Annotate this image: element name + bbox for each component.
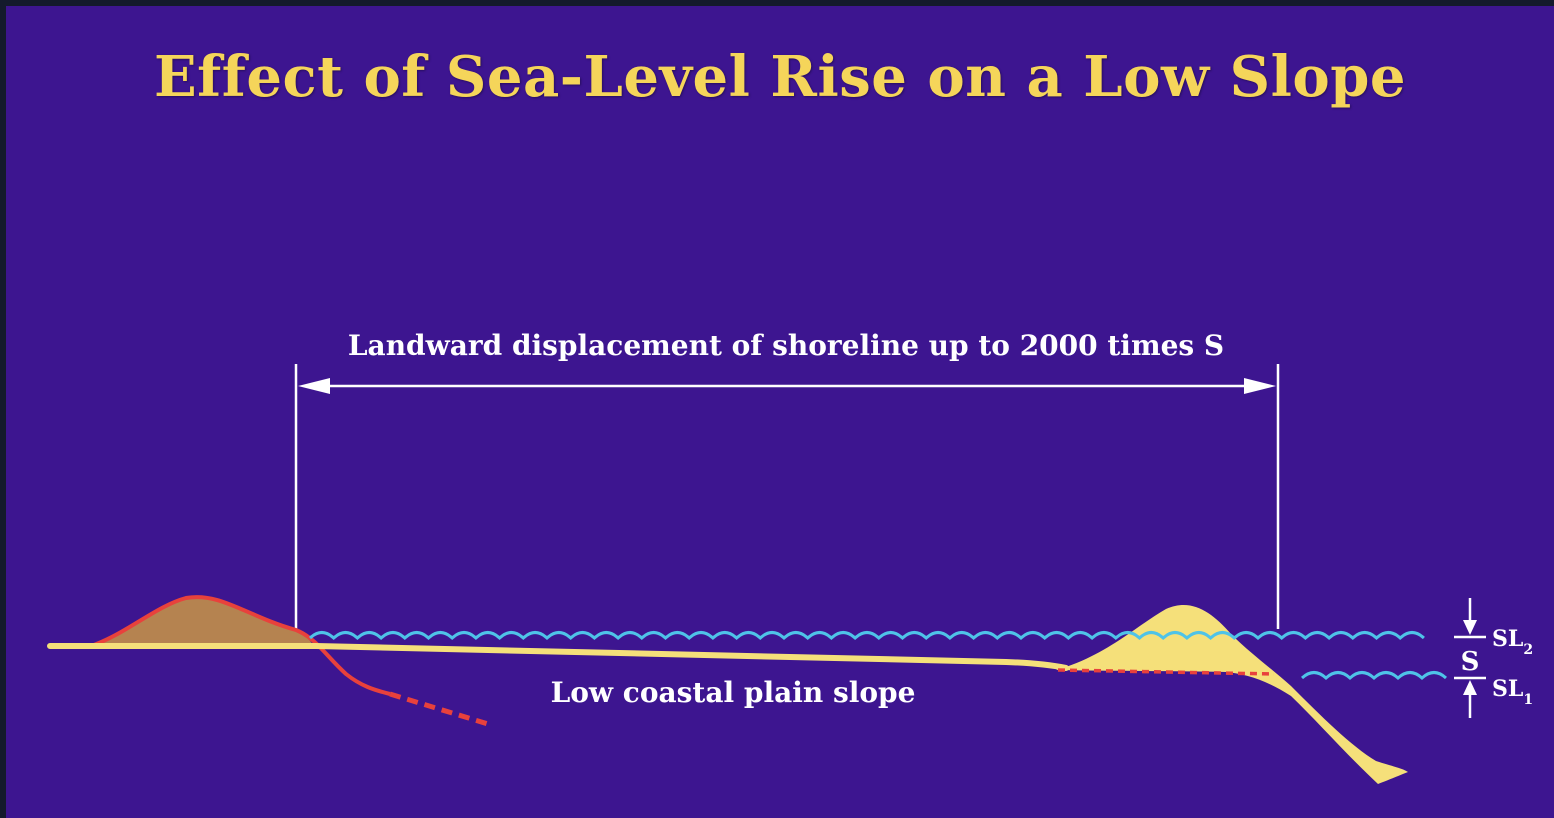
rise-label: S [1461, 647, 1480, 677]
rise-arrowhead-up [1463, 680, 1477, 695]
old-dune [91, 597, 316, 648]
sea-level-rise-diagram: Landward displacement of shoreline up to… [47, 329, 1533, 784]
displacement-label: Landward displacement of shoreline up to… [348, 329, 1224, 362]
displacement-arrowhead-left [298, 378, 330, 394]
slide: Effect of Sea-Level Rise on a Low Slope … [6, 6, 1554, 818]
sl1-label: SL1 [1492, 676, 1533, 708]
old-dune-outline [90, 595, 391, 696]
sea-level-1-water [1300, 671, 1448, 681]
new-barrier-dune [1056, 605, 1408, 784]
coastal-plain-slope [47, 643, 1069, 671]
diagram-title: Effect of Sea-Level Rise on a Low Slope [153, 44, 1407, 110]
former-surface-dashed [1057, 668, 1275, 676]
rise-arrowhead-down [1463, 620, 1477, 635]
sea-level-2-water [308, 631, 1425, 641]
slope-label: Low coastal plain slope [551, 676, 916, 709]
old-profile-dashed [389, 691, 489, 727]
displacement-arrowhead-right [1244, 378, 1276, 394]
sl2-label: SL2 [1492, 626, 1533, 658]
